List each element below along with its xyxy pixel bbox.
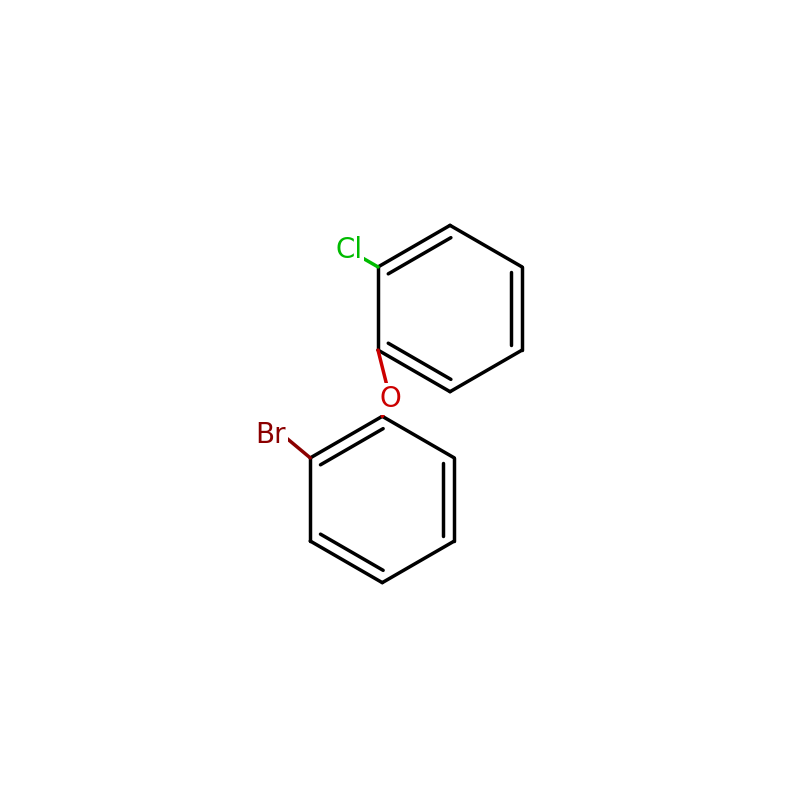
Text: Cl: Cl xyxy=(335,236,362,264)
Text: O: O xyxy=(379,385,401,413)
Text: Br: Br xyxy=(255,421,286,449)
